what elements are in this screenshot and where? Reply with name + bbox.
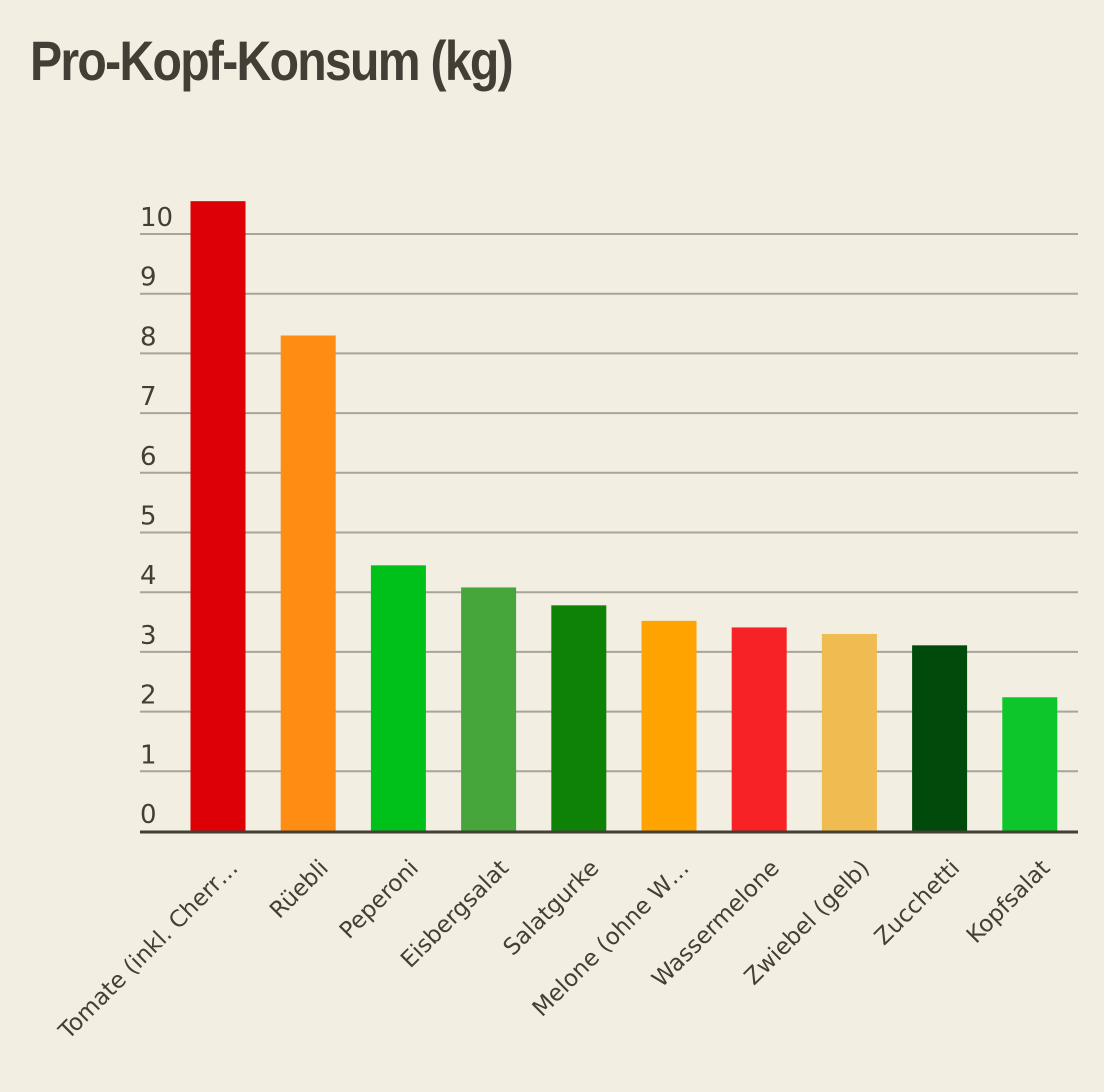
- bar: [641, 620, 697, 831]
- y-tick-label: 8: [140, 322, 157, 352]
- x-category-label: Kopfsalat: [962, 855, 1056, 949]
- bar: [912, 645, 968, 831]
- bar: [190, 201, 246, 832]
- y-tick-label: 0: [140, 800, 157, 830]
- x-category-label: Melone (ohne W…: [528, 855, 695, 1022]
- x-category-label: Rüebli: [265, 855, 334, 924]
- y-tick-label: 4: [140, 561, 157, 591]
- y-tick-label: 7: [140, 382, 157, 412]
- chart-title: Pro-Kopf-Konsum (kg): [30, 29, 514, 92]
- x-category-label: Peperoni: [335, 855, 424, 944]
- y-tick-label: 5: [140, 502, 157, 532]
- y-tick-label: 1: [140, 740, 157, 770]
- x-category-label: Tomate (inkl. Cherr…: [54, 855, 244, 1045]
- bar: [551, 605, 607, 831]
- y-axis-ticks: 0 1 2 3 4 5 6 7 8 9 10: [140, 203, 173, 830]
- y-tick-label: 3: [140, 621, 157, 651]
- bar: [461, 587, 517, 831]
- y-tick-label: 6: [140, 442, 157, 472]
- bars: [190, 201, 1058, 832]
- y-tick-label: 10: [140, 203, 173, 233]
- x-axis-labels: Tomate (inkl. Cherr… Rüebli PeperoniEisber…: [54, 855, 1056, 1045]
- y-tick-label: 2: [140, 681, 157, 711]
- bar: [821, 633, 877, 831]
- bar: [280, 335, 336, 831]
- x-category-label: Zucchetti: [870, 855, 965, 950]
- bar: [731, 627, 787, 831]
- bar: [1002, 697, 1058, 831]
- bar: [370, 565, 426, 831]
- y-tick-label: 9: [140, 263, 157, 293]
